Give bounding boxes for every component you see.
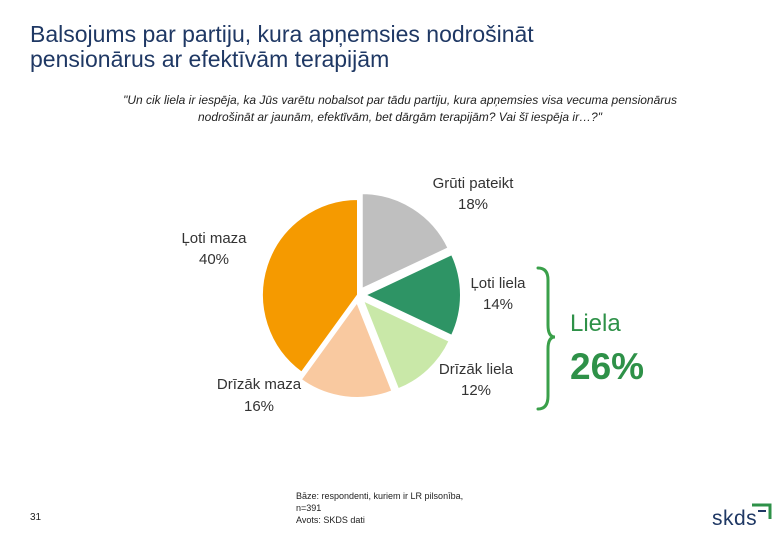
pie-labels: Grūti pateikt 18% Ļoti liela 14% Drīzāk …: [181, 175, 526, 415]
pie-slice: [362, 252, 462, 338]
base-footnote: Bāze: respondenti, kuriem ir LR pilsonīb…: [296, 490, 516, 526]
slice-label-value: 12%: [461, 382, 491, 399]
summary-label: Liela: [570, 310, 621, 337]
summary-value: 26%: [570, 346, 645, 387]
pie-slice: [360, 298, 451, 391]
pie-slice: [360, 192, 450, 291]
slice-label-value: 40%: [199, 251, 229, 268]
page-number: 31: [30, 512, 42, 523]
skds-logo: skds: [706, 503, 772, 533]
page-title: Balsojums par partiju, kura apņemsies no…: [30, 21, 534, 72]
source-line: Avots: SKDS dati: [296, 515, 365, 525]
slice-label-name: Ļoti maza: [181, 230, 247, 247]
base-count: n=391: [296, 503, 322, 513]
summary-bracket: [536, 266, 556, 411]
pie-slice: [261, 197, 359, 375]
slice-label-value: 18%: [458, 196, 488, 213]
logo-text: skds: [712, 507, 758, 530]
logo-corner-icon: [752, 503, 772, 519]
pie-slice: [299, 299, 394, 399]
slice-label-name: Drīzāk maza: [217, 376, 302, 393]
survey-question: "Un cik liela ir iespēja, ka Jūs varētu …: [123, 93, 677, 124]
slice-label-name: Grūti pateikt: [433, 175, 515, 192]
slice-label-name: Ļoti liela: [470, 275, 526, 292]
slice-label-name: Drīzāk liela: [439, 361, 514, 378]
pie-slices: [261, 192, 462, 399]
slice-label-value: 16%: [244, 398, 274, 415]
base-line: Bāze: respondenti, kuriem ir LR pilsonīb…: [296, 491, 464, 501]
slice-label-value: 14%: [483, 296, 513, 313]
